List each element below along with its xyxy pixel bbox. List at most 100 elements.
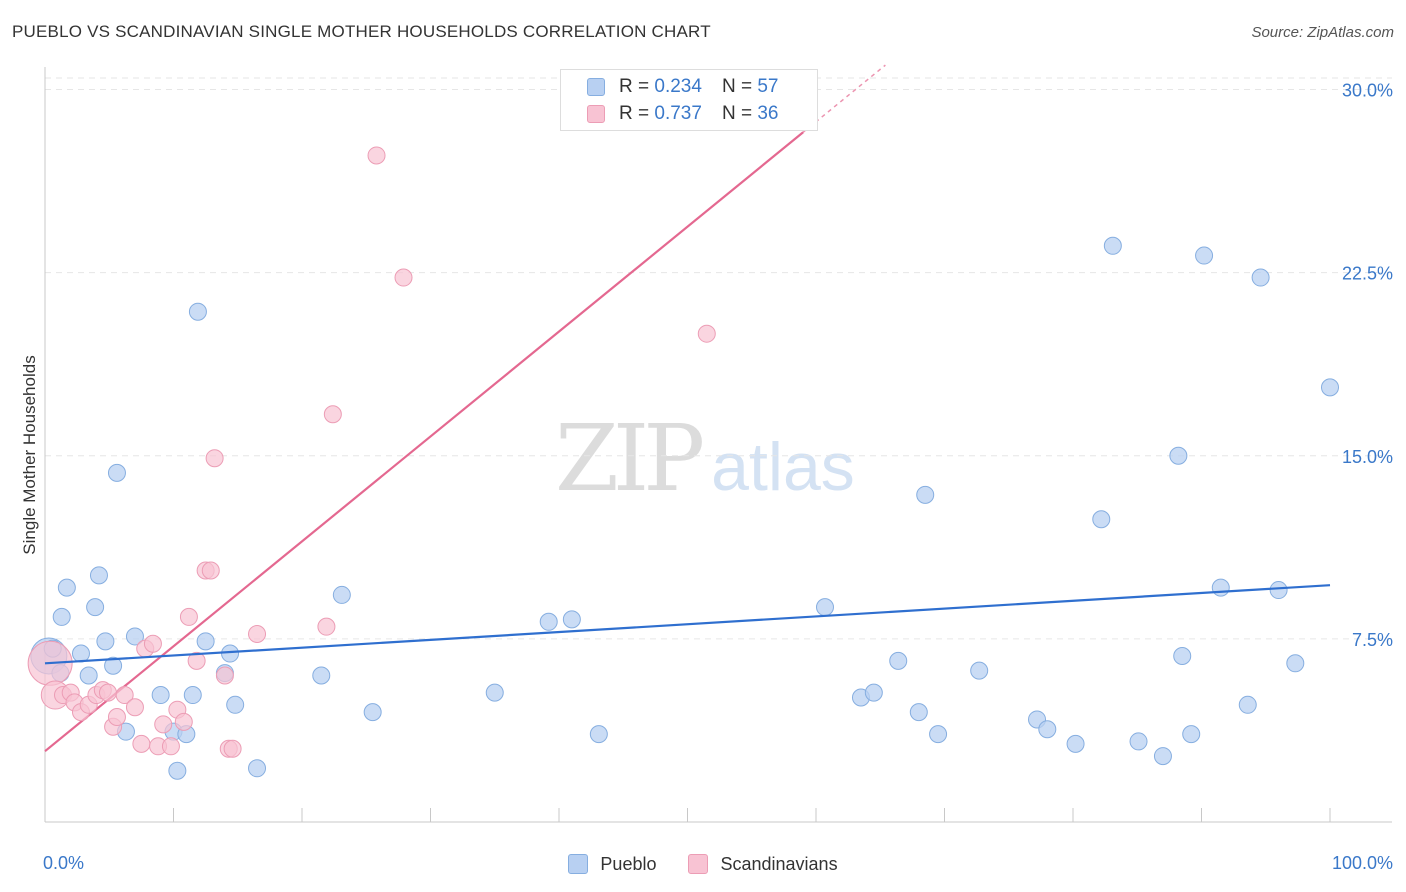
pueblo-swatch	[568, 854, 589, 874]
pueblo-point	[312, 666, 331, 685]
chart-title: PUEBLO VS SCANDINAVIAN SINGLE MOTHER HOU…	[12, 22, 711, 41]
pueblo-point	[916, 485, 935, 504]
scandinavians-points	[27, 146, 716, 758]
pueblo-point	[909, 703, 928, 722]
pueblo-point	[96, 632, 115, 651]
pueblo-point	[562, 610, 581, 629]
scandinavians-point	[161, 737, 180, 756]
scandinavians-swatch	[587, 105, 605, 123]
pueblo-point	[1195, 246, 1214, 265]
pueblo-point	[539, 612, 558, 631]
scandinavians-point	[154, 715, 173, 734]
y-tick-label: 22.5%	[1342, 264, 1393, 284]
scandinavians-swatch	[688, 854, 709, 874]
scandinavians-point	[107, 708, 126, 727]
r-label: R =	[619, 103, 650, 124]
pueblo-point	[86, 598, 105, 617]
scandinavians-point	[323, 405, 342, 424]
pueblo-point	[248, 759, 267, 778]
pueblo-trend	[44, 584, 1331, 665]
n-value: 36	[757, 103, 779, 124]
pueblo-point	[1286, 654, 1305, 673]
axes	[44, 67, 1392, 823]
scandinavians-point	[205, 449, 224, 468]
scandinavians-point	[201, 561, 220, 580]
n-label: N =	[721, 103, 753, 124]
pueblo-point	[1182, 725, 1201, 744]
pueblo-point	[1092, 510, 1111, 529]
pueblo-point	[71, 644, 90, 663]
scandinavians-point	[317, 617, 336, 636]
pueblo-point	[57, 578, 76, 597]
pueblo-point	[183, 686, 202, 705]
scandinavians-point	[132, 734, 151, 753]
y-tick-label: 7.5%	[1352, 630, 1393, 650]
pueblo-point	[1129, 732, 1148, 751]
pueblo-point	[125, 627, 144, 646]
pueblo-point	[1173, 646, 1192, 665]
correlation-legend: R = 0.234 N = 57 R = 0.737 N = 36	[560, 69, 818, 131]
pueblo-point	[226, 695, 245, 714]
pueblo-point	[79, 666, 98, 685]
pueblo-point	[1238, 695, 1257, 714]
legend-label-pueblo: Pueblo	[600, 853, 657, 874]
pueblo-point	[52, 607, 71, 626]
n-label: N =	[721, 76, 753, 97]
pueblo-point	[151, 686, 170, 705]
legend-item-pueblo: Pueblo	[568, 854, 656, 875]
pueblo-point	[1269, 581, 1288, 600]
scandinavians-point	[248, 625, 267, 643]
scandinavians-point	[394, 268, 413, 287]
scandinavians-point	[367, 146, 386, 165]
pueblo-point	[815, 598, 834, 617]
scandinavians-point	[215, 666, 234, 685]
x-tick-label: 100.0%	[1332, 853, 1393, 873]
pueblo-points	[30, 236, 1339, 780]
scandinavians-trendline	[44, 131, 804, 753]
r-value: 0.737	[654, 103, 702, 124]
pueblo-point	[889, 651, 908, 670]
pueblo-point	[221, 644, 240, 663]
pueblo-point	[1066, 734, 1085, 753]
scandinavians-trend	[44, 64, 886, 753]
scandinavians-point	[115, 686, 134, 705]
legend-item-scandinavians: Scandinavians	[688, 853, 838, 875]
scandinavians-point	[179, 607, 198, 626]
pueblo-point	[1153, 747, 1172, 766]
pueblo-point	[363, 703, 382, 722]
pueblo-point	[864, 683, 883, 702]
pueblo-trendline	[44, 584, 1331, 665]
pueblo-point	[332, 585, 351, 604]
pueblo-point	[104, 656, 123, 675]
x-tick-label: 0.0%	[43, 853, 84, 873]
series-legend: Pueblo Scandinavians	[0, 852, 1406, 876]
pueblo-point	[485, 683, 504, 702]
gridlines	[45, 77, 1392, 640]
legend-row-pueblo: R = 0.234 N = 57	[587, 76, 778, 98]
pueblo-point	[188, 302, 207, 321]
source-credit: Source: ZipAtlas.com	[1251, 24, 1394, 41]
legend-row-scandinavians: R = 0.737 N = 36	[587, 103, 778, 125]
pueblo-point	[929, 725, 948, 744]
pueblo-point	[168, 761, 187, 780]
scandinavians-point	[697, 324, 716, 343]
pueblo-point	[196, 632, 215, 651]
legend-label-scandinavians: Scandinavians	[720, 853, 838, 874]
pueblo-point	[1211, 578, 1230, 597]
pueblo-point	[1251, 268, 1270, 287]
pueblo-point	[970, 661, 989, 680]
scandinavians-point	[125, 698, 144, 717]
scandinavians-point	[187, 651, 206, 670]
scandinavians-point	[143, 634, 162, 653]
pueblo-point	[589, 725, 608, 744]
y-tick-label: 30.0%	[1342, 81, 1393, 101]
pueblo-point	[89, 566, 108, 585]
r-value: 0.234	[654, 76, 702, 97]
scandinavians-point	[174, 712, 193, 731]
pueblo-point	[1103, 236, 1122, 255]
pueblo-point	[1169, 446, 1188, 465]
tick-labels: 7.5% 15.0% 22.5% 30.0% 0.0% 100.0%	[43, 81, 1393, 873]
scandinavians-point	[223, 739, 242, 758]
pueblo-point	[107, 463, 126, 482]
